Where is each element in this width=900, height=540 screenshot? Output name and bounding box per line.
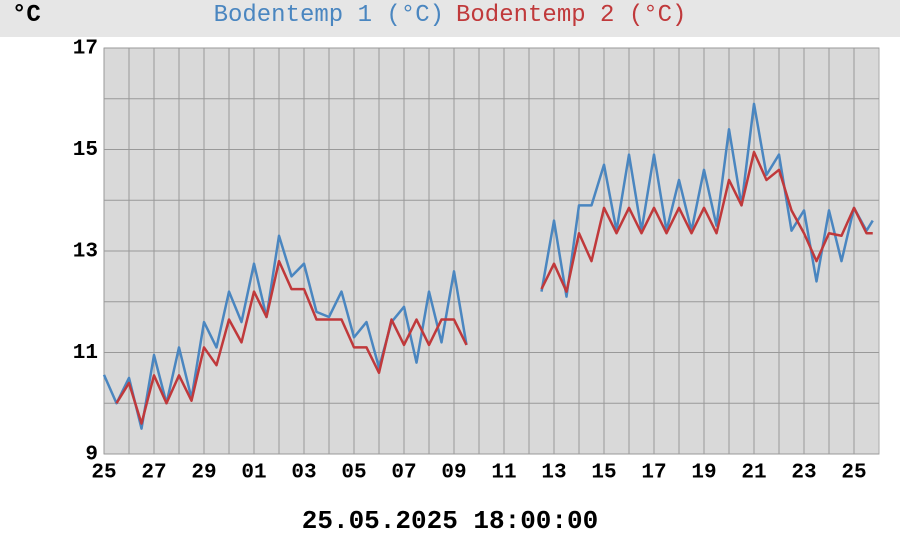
y-tick-label: 13 <box>73 241 98 264</box>
x-tick-label: 05 <box>341 462 366 485</box>
x-tick-label: 17 <box>641 462 666 485</box>
x-tick-label: 25 <box>841 462 866 485</box>
line-series <box>115 150 873 425</box>
x-tick-label: 11 <box>491 462 516 485</box>
y-tick-label: 11 <box>73 342 98 365</box>
x-tick-label: 07 <box>391 462 416 485</box>
x-tick-label: 27 <box>141 462 166 485</box>
x-tick-label: 25 <box>91 462 116 485</box>
y-unit: °C <box>12 2 41 29</box>
timestamp: 25.05.2025 18:00:00 <box>302 506 598 536</box>
x-tick-label: 09 <box>441 462 466 485</box>
x-tick-label: 01 <box>241 462 266 485</box>
x-tick-label: 15 <box>591 462 616 485</box>
x-tick-label: 29 <box>191 462 216 485</box>
x-tick-label: 19 <box>691 462 716 485</box>
legend-entry: Bodentemp 2 (°C) <box>456 2 687 29</box>
legend-entry: Bodentemp 1 (°C) <box>213 2 444 29</box>
x-tick-label: 13 <box>541 462 566 485</box>
y-tick-label: 15 <box>73 139 98 162</box>
legend: Bodentemp 1 (°C) Bodentemp 2 (°C) <box>0 2 900 29</box>
x-tick-label: 03 <box>291 462 316 485</box>
header: °C Bodentemp 1 (°C) Bodentemp 2 (°C) <box>0 0 900 37</box>
y-tick-label: 17 <box>73 38 98 61</box>
y-tick-label: 9 <box>85 444 98 467</box>
x-tick-label: 23 <box>791 462 816 485</box>
x-tick-label: 21 <box>741 462 766 485</box>
